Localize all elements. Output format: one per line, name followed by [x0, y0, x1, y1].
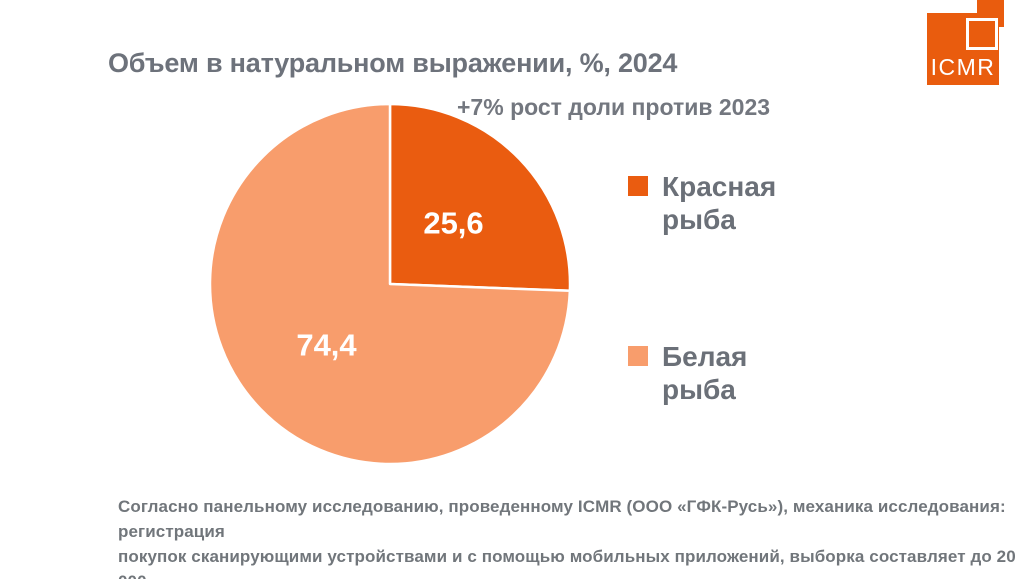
legend-label-line: Белая	[662, 341, 748, 372]
legend-item: Белая рыба	[628, 340, 776, 406]
footnote-line: Согласно панельному исследованию, провед…	[118, 497, 1006, 541]
legend-marker-icon	[628, 346, 648, 366]
logo-square-icon	[977, 0, 1004, 27]
pie-value-label: 74,4	[296, 328, 357, 363]
pie-slice	[208, 102, 572, 466]
footnote-line: покупок сканирующими устройствами и с по…	[118, 547, 1016, 579]
legend-label-line: рыба	[662, 374, 736, 405]
legend-label: Красная рыба	[662, 170, 776, 236]
logo-square-icon	[927, 13, 999, 85]
legend-label: Белая рыба	[662, 340, 747, 406]
logo-text: ICMR	[930, 54, 996, 80]
pie-chart: 25,6 74,4	[208, 102, 572, 466]
legend-label-line: рыба	[662, 204, 736, 235]
legend-item: Красная рыба	[628, 170, 776, 236]
logo-square-icon	[966, 18, 998, 50]
footnote: Согласно панельному исследованию, провед…	[118, 494, 1024, 579]
pie-value-label: 25,6	[423, 205, 483, 240]
chart-title: Объем в натуральном выражении, %, 2024	[108, 48, 678, 78]
legend: Красная рыба Белая рыба	[628, 170, 776, 406]
legend-label-line: Красная	[662, 171, 777, 202]
growth-annotation: +7% рост доли против 2023	[457, 94, 771, 120]
legend-marker-icon	[628, 176, 648, 196]
pie-slice	[388, 102, 572, 293]
